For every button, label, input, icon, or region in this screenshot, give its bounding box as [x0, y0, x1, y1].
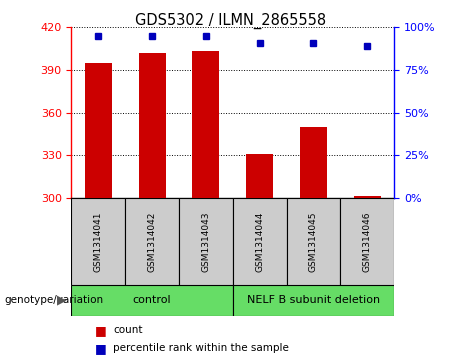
Bar: [246, 154, 273, 198]
Text: ▶: ▶: [57, 294, 67, 307]
Text: GDS5302 / ILMN_2865558: GDS5302 / ILMN_2865558: [135, 13, 326, 29]
Bar: [71, 285, 233, 316]
Bar: [179, 198, 233, 285]
Text: NELF B subunit deletion: NELF B subunit deletion: [247, 295, 380, 305]
Text: GSM1314041: GSM1314041: [94, 211, 103, 272]
Bar: [233, 285, 394, 316]
Text: GSM1314045: GSM1314045: [309, 211, 318, 272]
Text: percentile rank within the sample: percentile rank within the sample: [113, 343, 289, 354]
Bar: [85, 63, 112, 198]
Bar: [354, 196, 381, 198]
Bar: [71, 198, 125, 285]
Bar: [193, 52, 219, 198]
Text: GSM1314046: GSM1314046: [363, 211, 372, 272]
Bar: [300, 127, 327, 198]
Text: GSM1314044: GSM1314044: [255, 211, 264, 272]
Text: control: control: [133, 295, 171, 305]
Text: count: count: [113, 325, 142, 335]
Bar: [287, 198, 340, 285]
Text: GSM1314043: GSM1314043: [201, 211, 210, 272]
Text: GSM1314042: GSM1314042: [148, 211, 157, 272]
Text: genotype/variation: genotype/variation: [5, 295, 104, 305]
Bar: [139, 53, 165, 198]
Bar: [340, 198, 394, 285]
Text: ■: ■: [95, 324, 106, 337]
Bar: [125, 198, 179, 285]
Text: ■: ■: [95, 342, 106, 355]
Bar: [233, 198, 287, 285]
